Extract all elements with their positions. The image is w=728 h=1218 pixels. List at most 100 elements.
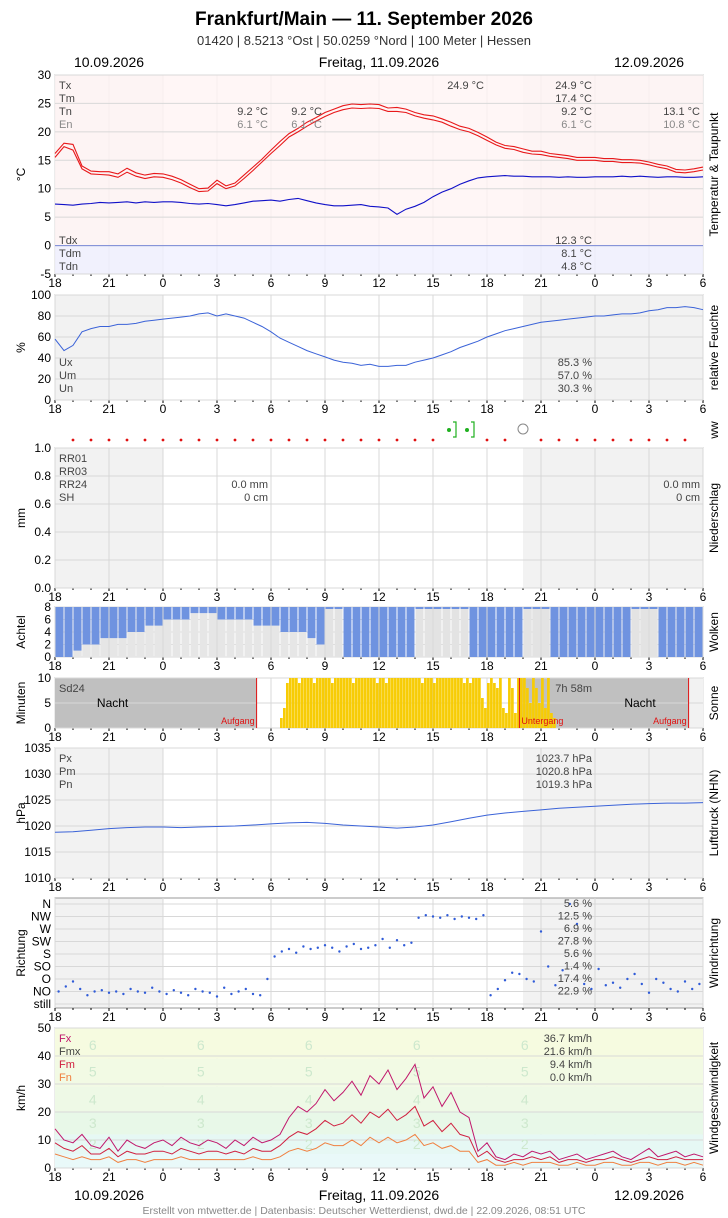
cloud-bar [343,607,352,657]
wind-direction-point [683,980,687,983]
pressure-value: 1019.3 hPa [536,779,593,791]
wind_speed-x-tick-label: 9 [322,1170,329,1184]
temperature-value: 13.1 °C [663,106,700,118]
wind-direction-point [503,979,507,982]
cloud-bar-empty [199,613,208,657]
wind_direction-y-label: Richtung [14,929,28,976]
clouds-x-tick-label: 18 [480,659,494,673]
sunshine-x-tick-label: 9 [322,730,329,744]
sunshine-bar [490,678,493,728]
temperature-x-tick-label: 18 [48,276,62,290]
cloud-bar [658,607,667,657]
cloud-bar [334,607,343,609]
wind-direction-point [115,990,118,993]
cloud-bar [190,607,199,614]
pressure-value: 1020.8 hPa [536,766,593,778]
sunshine-bar [343,678,346,728]
sunshine-bar [319,678,322,728]
sunshine-bar [427,678,430,728]
pressure-series-P [54,802,704,833]
precipitation-x-tick-label: 6 [700,590,707,604]
date-right-top: 12.09.2026 [614,54,684,70]
wind-direction-point [547,965,550,968]
wind-direction-category: NW [31,910,52,924]
cloud-bar [379,607,388,657]
cloud-bar [208,607,217,614]
wind-direction-point [143,991,147,994]
cloud-bar [73,607,82,651]
precipitation-side-label: Niederschlag [707,483,721,553]
sunshine-bar [307,678,310,728]
temperature-y-tick-label: 20 [38,125,52,139]
wind_direction-x-tick-label: 15 [426,1010,440,1024]
sunshine-bar [505,713,508,728]
wind-direction-share: 27.8 % [558,936,592,948]
humidity-left-label: Un [59,383,73,395]
cloud-bar-empty [226,619,235,657]
wind-direction-point [71,980,75,983]
wind-direction-point [417,916,420,919]
temperature-value: 9.2 °C [237,106,268,118]
wind-direction-category: O [42,972,51,986]
wind_speed-x-tick-label: 18 [480,1170,494,1184]
sunshine-x-tick-label: 15 [426,730,440,744]
sunshine-bar [376,683,379,728]
cloud-bar [559,607,568,657]
wind-direction-point [619,986,622,989]
weather-marker-dot [539,438,543,442]
wind-direction-point [359,947,363,951]
wind-direction-point [482,914,485,917]
wind_speed-panel: 18 21 0 3 6 9 12 15 18 21 0 3 6Windgeschwindigkeitkm… [14,1021,721,1184]
wind-direction-point [172,989,175,992]
pressure-x-tick-label: 21 [102,880,116,894]
wind-direction-point [611,981,615,984]
pressure-x-tick-label: 3 [214,880,221,894]
cloud-bar [523,607,532,609]
sunshine-bar [403,678,406,728]
wind-speed-value: 36.7 km/h [544,1033,592,1045]
weather-marker-dot [323,438,327,442]
cloud-bar [253,607,262,626]
weather-marker-rain [447,428,451,432]
wind_speed-y-tick-label: 30 [38,1077,52,1091]
sunshine-bar [541,678,544,728]
cloud-bar [217,607,226,620]
wind-direction-point [122,992,125,996]
wind-direction-point [453,917,456,921]
wind-direction-point [64,985,68,988]
cloud-bar [604,607,613,657]
cloud-bar-empty [154,625,163,657]
sunshine-bar [316,678,319,728]
wind-direction-point [266,977,269,981]
temperature-y-tick-label: 0 [44,239,51,253]
weather-marker-dot [395,438,399,442]
sunshine-x-tick-label: 18 [480,730,494,744]
pressure-x-tick-label: 0 [592,880,599,894]
wind-direction-category: NO [33,985,51,999]
humidity-y-label: % [14,342,28,353]
sunshine-x-tick-label: 0 [160,730,167,744]
wind-direction-point [158,990,161,993]
clouds-y-tick-label: 0 [44,650,51,664]
cloud-bar-empty [82,644,91,657]
humidity-x-tick-label: 6 [700,402,707,416]
cloud-bar [271,607,280,626]
humidity-y-tick-label: 0 [44,393,51,407]
precipitation-value: 0.0 mm [663,479,700,491]
wind-direction-point [655,977,658,981]
wind-speed-bft-label: 4 [197,1091,205,1107]
cloud-bar-empty [136,632,145,657]
wind-direction-point [647,991,651,994]
temperature-y-label: °C [14,167,28,181]
wind-direction-share: 5.6 % [564,898,592,910]
wind_direction-x-tick-label: 0 [592,1010,599,1024]
wind-speed-left-label: Fm [59,1059,75,1071]
wind-direction-point [316,946,319,949]
wind-direction-point [691,987,694,991]
weather-marker-bracket [471,421,475,438]
cloud-bar [370,607,379,657]
sunshine-y-label: Minuten [14,682,28,725]
wind-direction-category: N [42,897,51,911]
sunshine-bar [409,678,412,728]
